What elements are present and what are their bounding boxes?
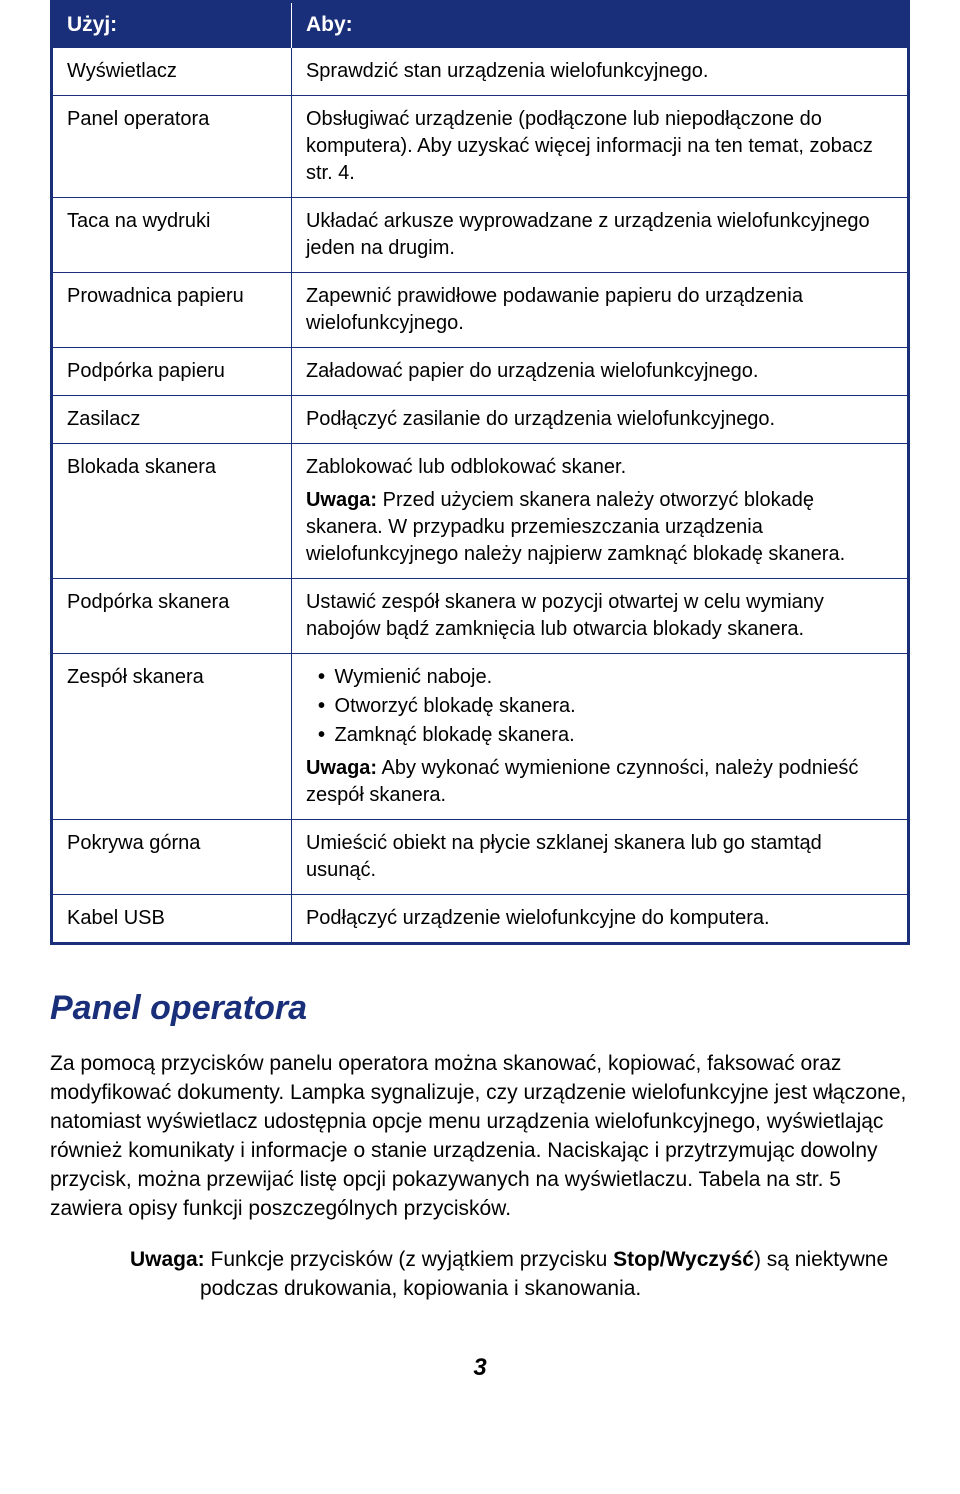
table-cell-left: Blokada skanera xyxy=(52,444,292,579)
table-header-left: Użyj: xyxy=(52,2,292,48)
table-cell-left: Pokrywa górna xyxy=(52,820,292,895)
table-row: Podpórka papieru Załadować papier do urzą… xyxy=(52,348,909,396)
cell-text: Umieścić obiekt na płycie szklanej skane… xyxy=(306,830,893,884)
table-row: Podpórka skanera Ustawić zespół skanera w… xyxy=(52,579,909,654)
list-item: Wymienić naboje. xyxy=(318,664,893,691)
table-row: Panel operatoraObsługiwać urządzenie (po… xyxy=(52,96,909,198)
table-row: Blokada skaneraZablokować lub odblokować… xyxy=(52,444,909,579)
table-cell-right: Podłączyć urządzenie wielofunkcyjne do k… xyxy=(291,895,908,944)
footer-note-pre: Funkcje przycisków (z wyjątkiem przycisk… xyxy=(205,1248,613,1271)
table-row: Zespół skaneraWymienić naboje.Otworzyć b… xyxy=(52,654,909,820)
table-cell-right: Obsługiwać urządzenie (podłączone lub ni… xyxy=(291,96,908,198)
section-title: Panel operatora xyxy=(50,989,910,1028)
cell-text: Ustawić zespół skanera w pozycji otwarte… xyxy=(306,589,893,643)
table-cell-right: Układać arkusze wyprowadzane z urządzeni… xyxy=(291,198,908,273)
table-row: Prowadnica papieru Zapewnić prawidłowe po… xyxy=(52,273,909,348)
table-row: Pokrywa górna Umieścić obiekt na płycie s… xyxy=(52,820,909,895)
table-cell-left: Kabel USB xyxy=(52,895,292,944)
table-cell-right: Zablokować lub odblokować skaner. Uwaga: … xyxy=(291,444,908,579)
feature-table: Użyj: Aby: Wyświetlacz Sprawdzić stan urz… xyxy=(50,0,910,945)
table-cell-right: Załadować papier do urządzenia wielofunk… xyxy=(291,348,908,396)
table-cell-right: Zapewnić prawidłowe podawanie papieru do… xyxy=(291,273,908,348)
cell-text: Obsługiwać urządzenie (podłączone lub ni… xyxy=(306,106,893,187)
note-label: Uwaga: xyxy=(306,757,377,779)
cell-text: Sprawdzić stan urządzenia wielofunkcyjne… xyxy=(306,58,893,85)
page-number: 3 xyxy=(50,1354,910,1382)
footer-note-bold: Stop/Wyczyść xyxy=(613,1248,754,1271)
cell-text: Załadować papier do urządzenia wielofunk… xyxy=(306,358,893,385)
table-cell-left: Podpórka skanera xyxy=(52,579,292,654)
table-cell-right: Ustawić zespół skanera w pozycji otwarte… xyxy=(291,579,908,654)
note-label: Uwaga: xyxy=(306,489,377,511)
bullet-list: Wymienić naboje.Otworzyć blokadę skanera… xyxy=(306,664,893,749)
list-item: Otworzyć blokadę skanera. xyxy=(318,693,893,720)
table-cell-left: Zasilacz xyxy=(52,396,292,444)
table-cell-left: Wyświetlacz xyxy=(52,48,292,96)
footer-note-label: Uwaga: xyxy=(130,1248,205,1271)
table-cell-right: Podłączyć zasilanie do urządzenia wielof… xyxy=(291,396,908,444)
table-cell-left: Taca na wydruki xyxy=(52,198,292,273)
table-cell-left: Podpórka papieru xyxy=(52,348,292,396)
table-row: Taca na wydruki Układać arkusze wyprowadz… xyxy=(52,198,909,273)
cell-text: Zapewnić prawidłowe podawanie papieru do… xyxy=(306,283,893,337)
table-cell-left: Prowadnica papieru xyxy=(52,273,292,348)
table-cell-right: Umieścić obiekt na płycie szklanej skane… xyxy=(291,820,908,895)
footer-note: Uwaga: Funkcje przycisków (z wyjątkiem p… xyxy=(50,1246,910,1304)
table-row: Kabel USB Podłączyć urządzenie wielofunkc… xyxy=(52,895,909,944)
body-paragraph: Za pomocą przycisków panelu operatora mo… xyxy=(50,1050,910,1224)
table-row: Wyświetlacz Sprawdzić stan urządzenia wie… xyxy=(52,48,909,96)
cell-text: Układać arkusze wyprowadzane z urządzeni… xyxy=(306,208,893,262)
cell-text: Zablokować lub odblokować skaner. xyxy=(306,454,893,481)
list-item: Zamknąć blokadę skanera. xyxy=(318,722,893,749)
table-cell-left: Zespół skanera xyxy=(52,654,292,820)
table-cell-left: Panel operatora xyxy=(52,96,292,198)
note-text: Przed użyciem skanera należy otworzyć bl… xyxy=(306,489,845,565)
cell-text: Podłączyć zasilanie do urządzenia wielof… xyxy=(306,406,893,433)
cell-text: Podłączyć urządzenie wielofunkcyjne do k… xyxy=(306,905,893,932)
table-header-right: Aby: xyxy=(291,2,908,48)
table-row: Zasilacz Podłączyć zasilanie do urządzeni… xyxy=(52,396,909,444)
table-cell-right: Sprawdzić stan urządzenia wielofunkcyjne… xyxy=(291,48,908,96)
table-cell-right: Wymienić naboje.Otworzyć blokadę skanera… xyxy=(291,654,908,820)
cell-note: Uwaga: Przed użyciem skanera należy otwo… xyxy=(306,487,893,568)
note-text: Aby wykonać wymienione czynności, należy… xyxy=(306,757,858,806)
cell-note: Uwaga: Aby wykonać wymienione czynności,… xyxy=(306,755,893,809)
